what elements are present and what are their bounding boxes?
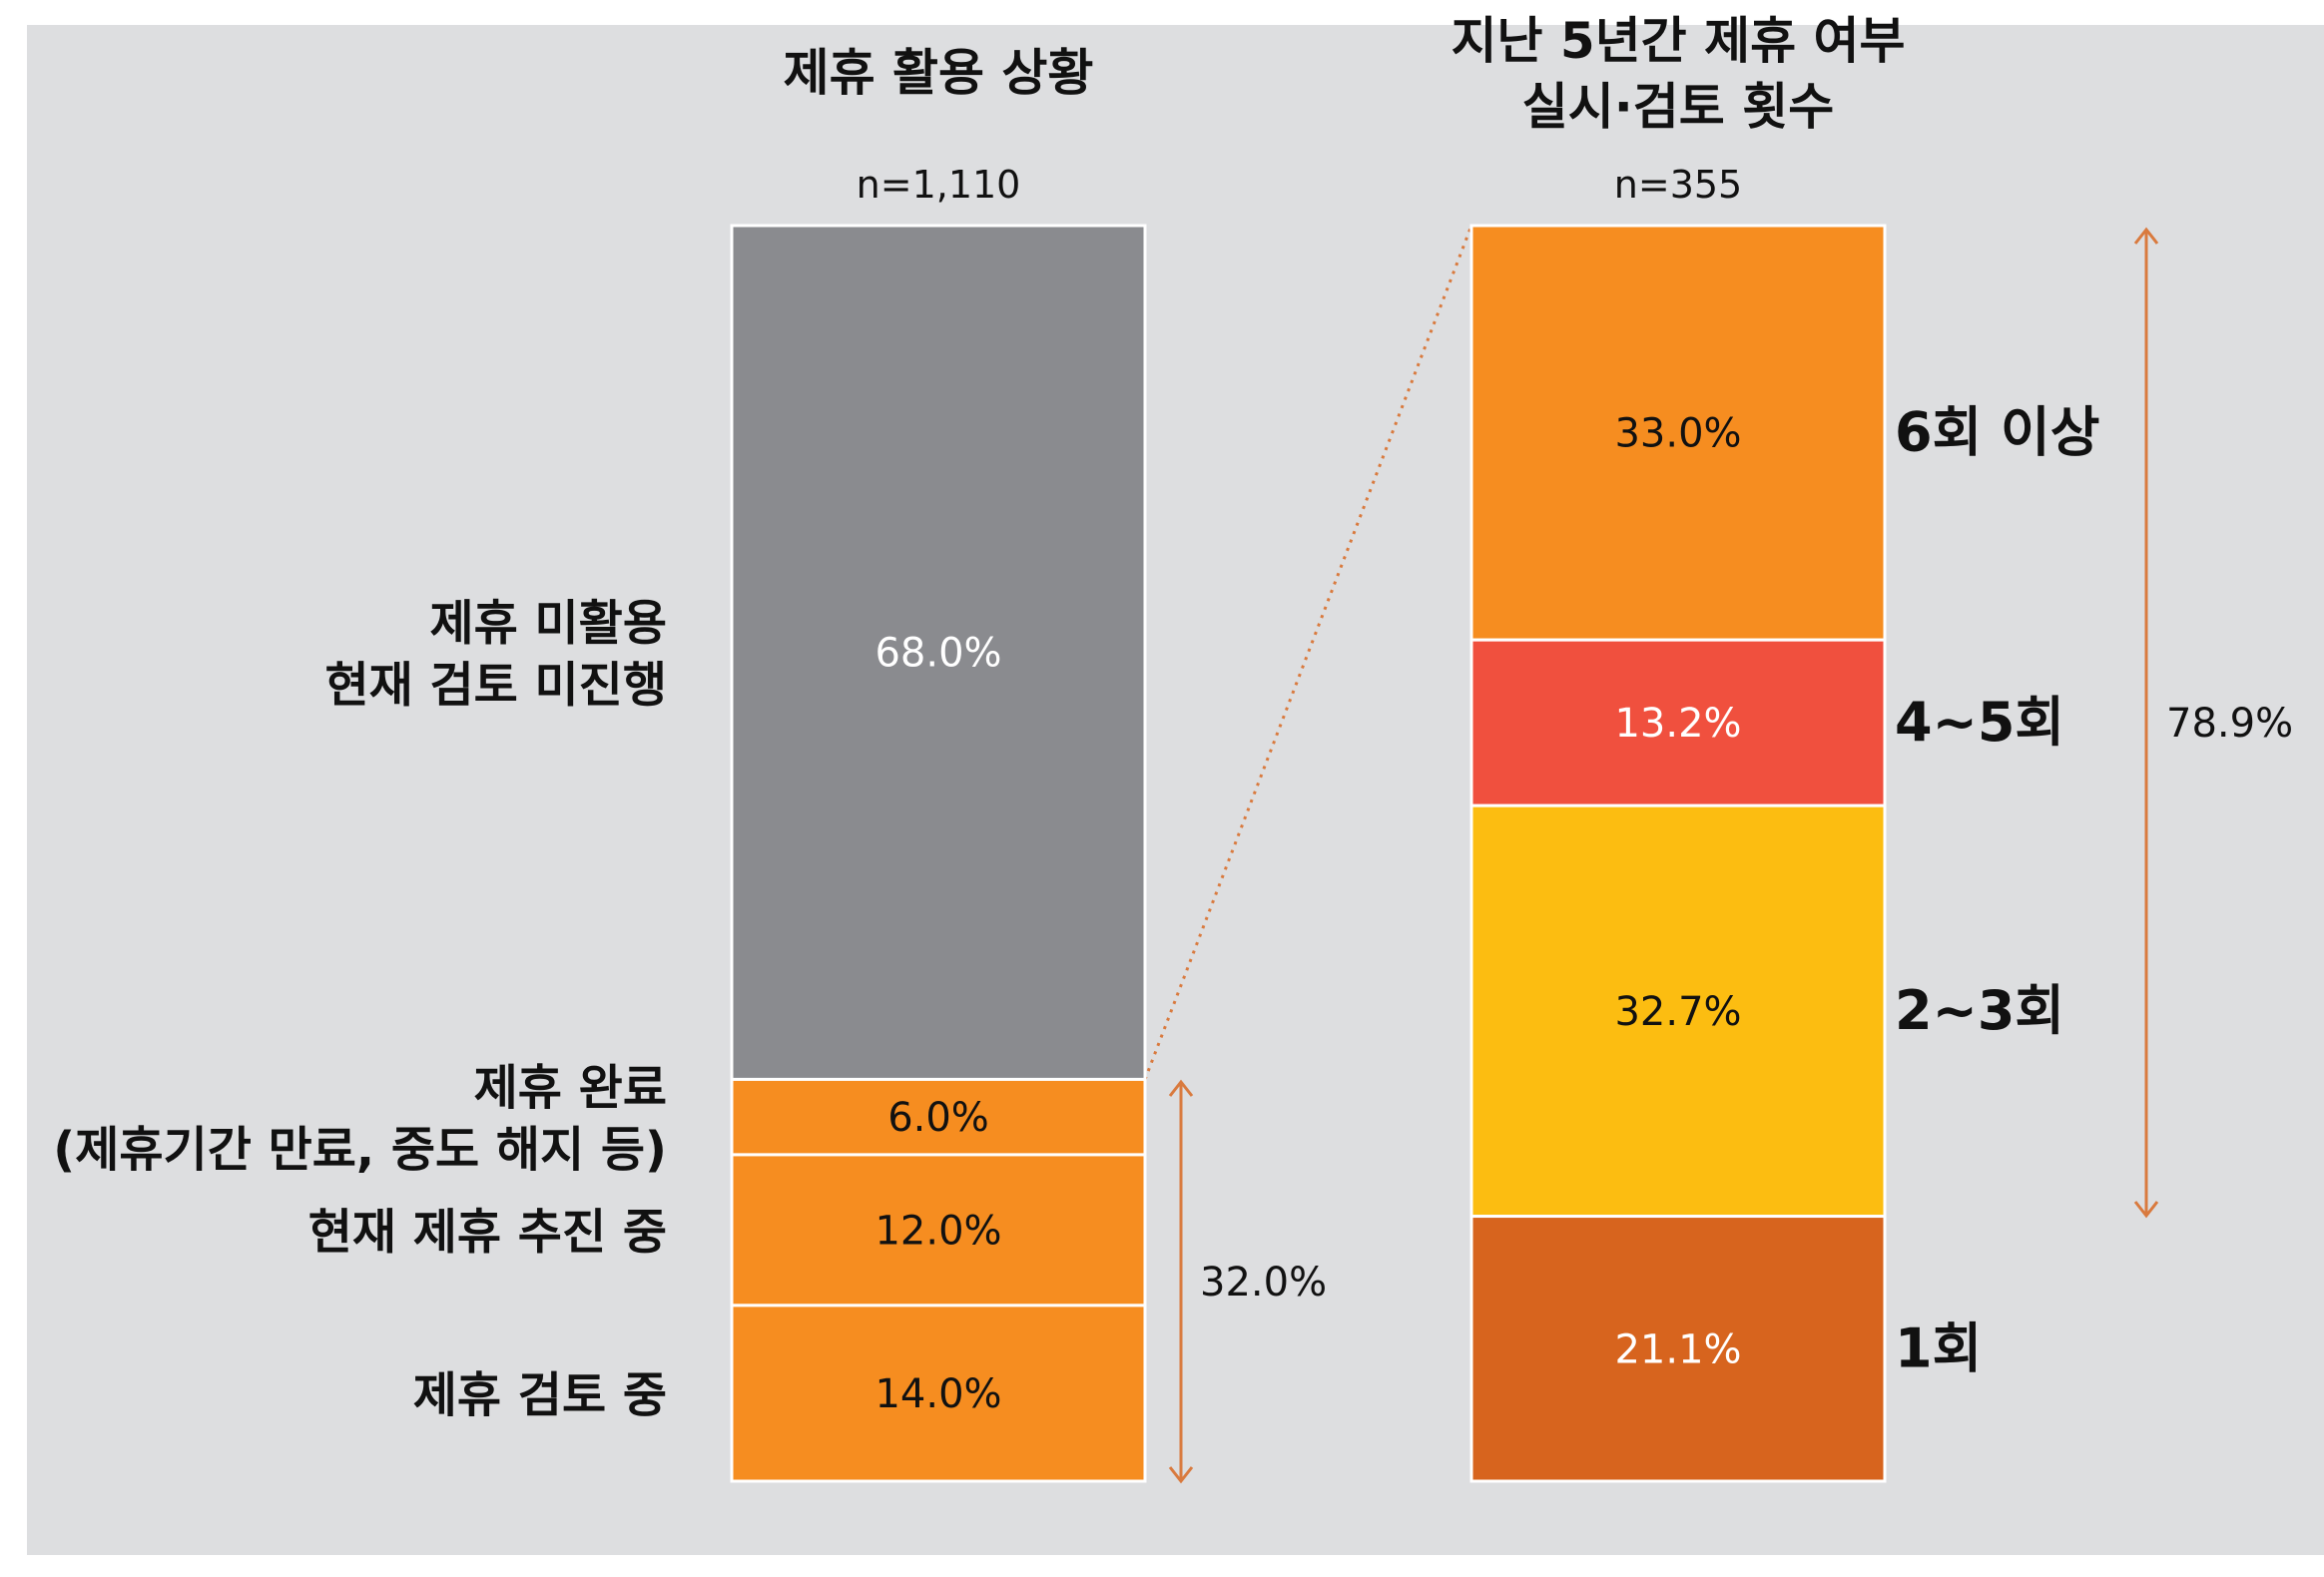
segment-category-label-line: 제휴 미활용 — [429, 596, 667, 652]
segment-value-label: 32.7% — [1614, 989, 1741, 1035]
segment-category-label: 2~3회 — [1895, 979, 2064, 1042]
chart-2-title-line: 실시·검토 횟수 — [1522, 78, 1834, 136]
segment-category-label: 제휴 검토 중 — [413, 1367, 667, 1423]
chart-2 — [1469, 224, 1887, 1483]
segment-category-label-line: 현재 제휴 추진 중 — [308, 1204, 667, 1260]
bar-segment — [1469, 803, 1887, 1219]
chart-2-title-line: 지난 5년간 제휴 여부 — [1451, 12, 1905, 70]
bracket-arrow-2 — [2133, 227, 2159, 1219]
segment-category-label-line: 4~5회 — [1895, 691, 2064, 754]
segment-category-label: 제휴 완료 (제휴기간 만료, 중도 해지 등) — [53, 1060, 667, 1178]
bracket-arrowhead-bottom — [1168, 1466, 1194, 1484]
segment-category-label: 4~5회 — [1895, 691, 2064, 754]
chart-1-title: 제휴 활용 상황 — [784, 44, 1094, 102]
bar-segment — [1469, 1215, 1887, 1483]
segment-value-label: 13.2% — [1614, 701, 1741, 747]
segment-value-label: 21.1% — [1614, 1326, 1741, 1372]
segment-category-label: 6회 이상 — [1895, 401, 2099, 464]
segment-value-label: 12.0% — [874, 1208, 1001, 1254]
bars-layer — [730, 224, 1887, 1483]
bar-segment — [730, 1077, 1147, 1157]
segment-category-label-line: 현재 검토 미진행 — [324, 658, 667, 714]
segment-value-label: 68.0% — [874, 631, 1001, 677]
segment-value-label: 14.0% — [874, 1371, 1001, 1417]
chart-background — [27, 25, 2324, 1555]
segment-value-label: 6.0% — [887, 1095, 989, 1141]
bracket-total-label: 32.0% — [1200, 1260, 1327, 1306]
chart-1-sample-size: n=1,110 — [857, 163, 1021, 207]
bracket-total-label: 78.9% — [2166, 701, 2293, 747]
bracket-arrowhead-bottom — [2133, 1201, 2159, 1219]
bracket-arrowhead-top — [1168, 1079, 1194, 1097]
bracket-arrow-1 — [1168, 1079, 1194, 1484]
segment-category-label-line: 1회 — [1895, 1316, 1982, 1379]
chart-1 — [730, 224, 1147, 1483]
bar-segment — [730, 1153, 1147, 1308]
segment-category-label-line: 제휴 완료 — [474, 1060, 667, 1116]
segment-value-label: 33.0% — [1614, 411, 1741, 457]
bar-segment — [730, 1304, 1147, 1483]
chart-2-sample-size: n=355 — [1614, 163, 1742, 207]
segment-category-label-line: 2~3회 — [1895, 979, 2064, 1042]
bar-segment — [730, 224, 1147, 1081]
segment-category-label: 1회 — [1895, 1316, 1982, 1379]
segment-category-label: 현재 제휴 추진 중 — [308, 1204, 667, 1260]
segment-category-label-line: (제휴기간 만료, 중도 해지 등) — [53, 1122, 667, 1178]
bracket-arrowhead-top — [2133, 227, 2159, 245]
segment-category-label-line: 제휴 검토 중 — [413, 1367, 667, 1423]
segment-category-label-line: 6회 이상 — [1895, 401, 2099, 464]
chart-1-title-line: 제휴 활용 상황 — [784, 44, 1094, 102]
